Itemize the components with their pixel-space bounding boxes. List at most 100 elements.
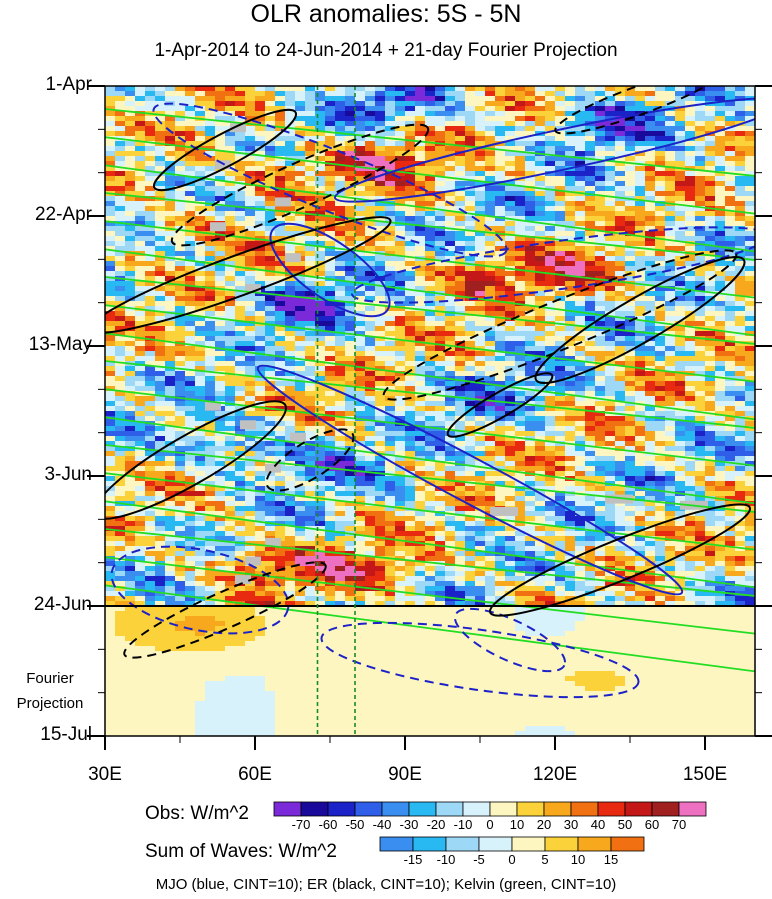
- obs-field-cell: [605, 356, 616, 362]
- obs-field-cell: [475, 146, 486, 152]
- obs-field-cell: [515, 366, 526, 372]
- obs-field-cell: [305, 286, 316, 292]
- obs-field-cell: [605, 186, 616, 192]
- obs-field-cell: [115, 211, 126, 217]
- obs-field-cell: [385, 146, 396, 152]
- obs-field-cell: [315, 421, 326, 427]
- obs-field-cell: [265, 356, 276, 362]
- obs-field-cell: [505, 291, 516, 297]
- obs-field-cell: [645, 201, 656, 207]
- obs-field-cell: [395, 361, 406, 367]
- obs-field-cell: [215, 436, 226, 442]
- obs-field-cell: [655, 166, 666, 172]
- obs-field-cell: [345, 111, 356, 117]
- obs-field-cell: [265, 126, 276, 132]
- obs-field-cell: [675, 316, 686, 322]
- obs-field-cell: [465, 446, 476, 452]
- obs-field-cell: [685, 131, 696, 137]
- obs-field-cell: [175, 161, 186, 167]
- obs-field-cell: [545, 241, 556, 247]
- obs-field-cell: [735, 451, 746, 457]
- obs-field-cell: [665, 311, 676, 317]
- obs-field-cell: [495, 276, 506, 282]
- obs-field-cell: [715, 276, 726, 282]
- obs-field-cell: [345, 166, 356, 172]
- obs-field-cell: [225, 396, 236, 402]
- obs-field-cell: [705, 316, 716, 322]
- obs-field-cell: [215, 196, 226, 202]
- obs-field-cell: [605, 96, 616, 102]
- obs-field-cell: [165, 446, 176, 452]
- obs-field-cell: [465, 411, 476, 417]
- obs-field-cell: [525, 181, 536, 187]
- obs-field-cell: [495, 446, 506, 452]
- obs-field-cell: [545, 166, 556, 172]
- obs-field-cell: [445, 416, 456, 422]
- obs-field-cell: [505, 231, 516, 237]
- obs-field-cell: [275, 301, 286, 307]
- obs-field-cell: [215, 181, 226, 187]
- obs-field-cell: [495, 186, 506, 192]
- obs-field-cell: [365, 106, 376, 112]
- obs-field-cell: [185, 411, 196, 417]
- obs-field-cell: [555, 181, 566, 187]
- obs-field-cell: [115, 366, 126, 372]
- obs-field-cell: [545, 366, 556, 372]
- obs-field-cell: [545, 216, 556, 222]
- obs-field-cell: [345, 191, 356, 197]
- obs-field-cell: [165, 181, 176, 187]
- obs-field-cell: [465, 121, 476, 127]
- obs-field-cell: [585, 301, 596, 307]
- obs-field-cell: [335, 206, 346, 212]
- obs-field-cell: [685, 156, 696, 162]
- obs-field-cell: [595, 91, 606, 97]
- obs-field-cell: [375, 111, 386, 117]
- obs-field-cell: [175, 331, 186, 337]
- obs-field-cell: [635, 196, 646, 202]
- obs-field-cell: [705, 121, 716, 127]
- obs-field-cell: [185, 246, 196, 252]
- obs-field-cell: [455, 456, 466, 462]
- obs-field-cell: [405, 436, 416, 442]
- obs-field-cell: [725, 401, 736, 407]
- obs-field-cell: [545, 286, 556, 292]
- obs-field-cell: [645, 261, 656, 267]
- obs-field-cell: [575, 401, 586, 407]
- obs-field-cell: [105, 396, 116, 402]
- obs-field-cell: [665, 376, 676, 382]
- obs-field-cell: [565, 156, 576, 162]
- obs-field-cell: [425, 306, 436, 312]
- obs-field-cell: [485, 306, 496, 312]
- obs-field-cell: [675, 461, 686, 467]
- obs-field-cell: [145, 441, 156, 447]
- obs-field-cell: [485, 191, 496, 197]
- obs-field-cell: [435, 461, 446, 467]
- obs-field-cell: [675, 276, 686, 282]
- obs-field-cell: [735, 301, 746, 307]
- obs-field-cell: [325, 341, 336, 347]
- obs-field-cell: [275, 436, 286, 442]
- obs-field-cell: [295, 106, 306, 112]
- obs-field-cell: [425, 91, 436, 97]
- obs-field-cell: [465, 236, 476, 242]
- obs-field-cell: [295, 191, 306, 197]
- obs-field-cell: [605, 426, 616, 432]
- obs-field-cell: [195, 301, 206, 307]
- obs-field-cell: [685, 181, 696, 187]
- obs-field-cell: [575, 291, 586, 297]
- obs-field-cell: [155, 226, 166, 232]
- obs-field-cell: [655, 241, 666, 247]
- obs-field-cell: [305, 366, 316, 372]
- obs-field-cell: [175, 411, 186, 417]
- obs-field-cell: [565, 451, 576, 457]
- obs-field-cell: [405, 461, 416, 467]
- obs-field-cell: [685, 146, 696, 152]
- obs-field-cell: [375, 361, 386, 367]
- obs-field-cell: [435, 451, 446, 457]
- obs-field-cell: [175, 146, 186, 152]
- obs-field-cell: [695, 206, 706, 212]
- obs-field-cell: [175, 176, 186, 182]
- obs-field-cell: [535, 241, 546, 247]
- obs-field-cell: [245, 276, 256, 282]
- obs-field-cell: [105, 236, 116, 242]
